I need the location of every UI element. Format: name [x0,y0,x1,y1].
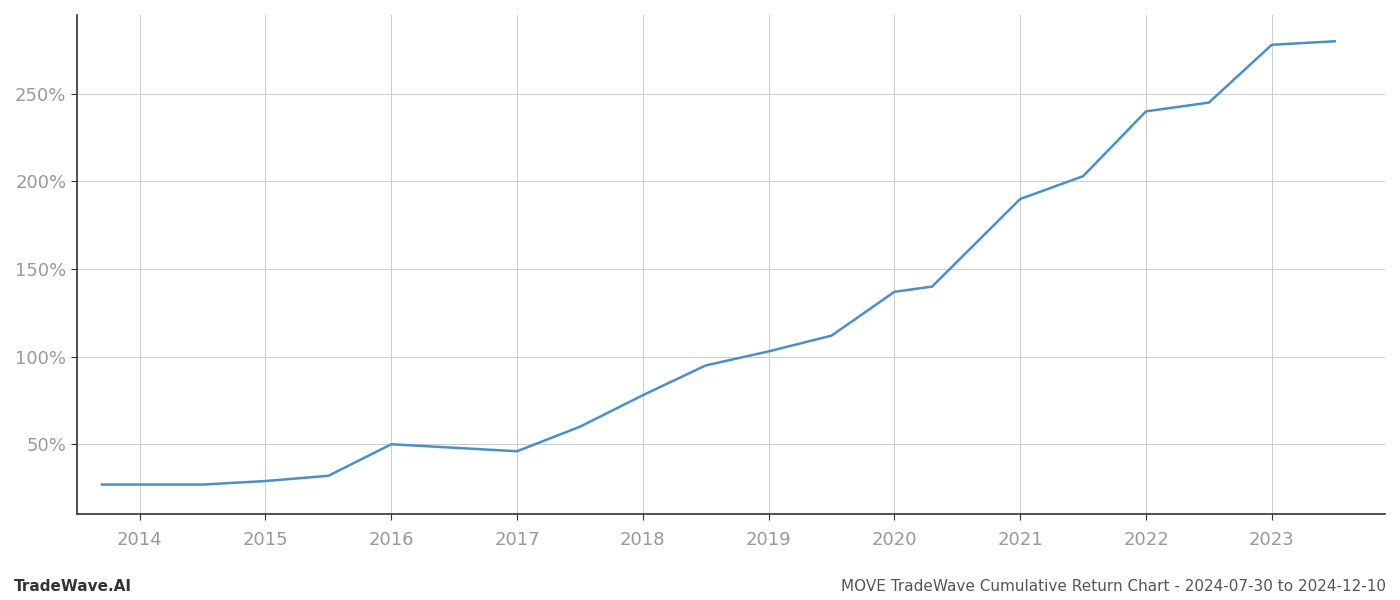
Text: TradeWave.AI: TradeWave.AI [14,579,132,594]
Text: MOVE TradeWave Cumulative Return Chart - 2024-07-30 to 2024-12-10: MOVE TradeWave Cumulative Return Chart -… [841,579,1386,594]
